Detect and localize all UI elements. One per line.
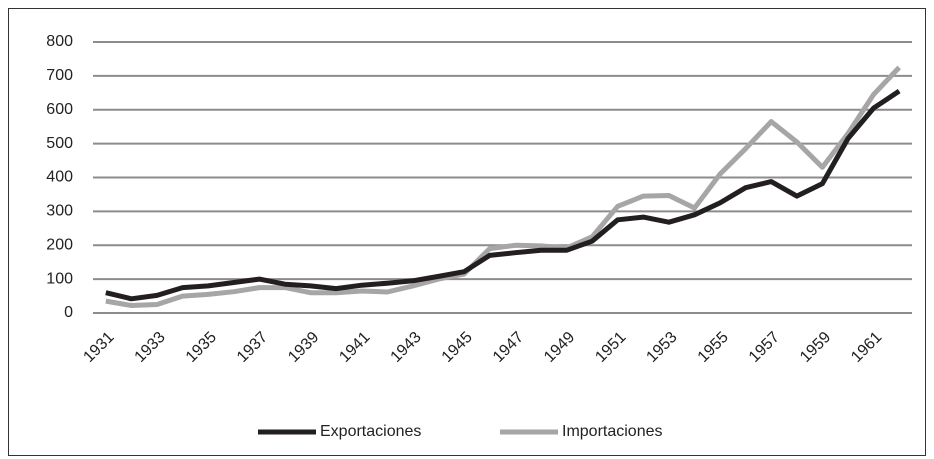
chart-border bbox=[8, 8, 926, 456]
y-tick-label: 100 bbox=[46, 270, 73, 287]
legend-label: Exportaciones bbox=[320, 423, 421, 440]
y-tick-label: 800 bbox=[46, 33, 73, 50]
data-line bbox=[105, 89, 901, 302]
y-tick-label: 400 bbox=[46, 169, 73, 186]
y-tick-label: 300 bbox=[46, 203, 73, 220]
data-line bbox=[105, 65, 902, 308]
legend-label: Importaciones bbox=[562, 423, 663, 440]
y-tick-label: 200 bbox=[46, 236, 73, 253]
y-tick-label: 700 bbox=[46, 67, 73, 84]
y-tick-label: 500 bbox=[46, 135, 73, 152]
y-tick-label: 600 bbox=[46, 101, 73, 118]
y-tick-label: 0 bbox=[64, 304, 73, 321]
